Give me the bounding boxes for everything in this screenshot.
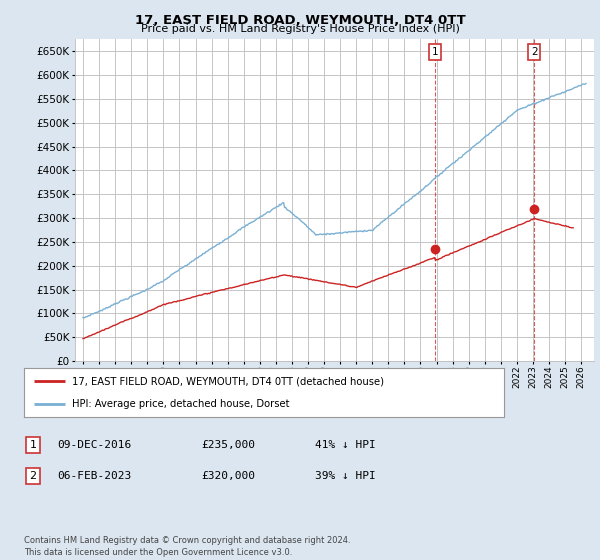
Text: 2: 2 (531, 47, 538, 57)
Text: 1: 1 (432, 47, 439, 57)
Text: £235,000: £235,000 (201, 440, 255, 450)
Text: HPI: Average price, detached house, Dorset: HPI: Average price, detached house, Dors… (72, 399, 290, 409)
Text: 09-DEC-2016: 09-DEC-2016 (57, 440, 131, 450)
Text: 1: 1 (29, 440, 37, 450)
Text: 06-FEB-2023: 06-FEB-2023 (57, 471, 131, 481)
Text: 17, EAST FIELD ROAD, WEYMOUTH, DT4 0TT (detached house): 17, EAST FIELD ROAD, WEYMOUTH, DT4 0TT (… (72, 376, 384, 386)
Text: Price paid vs. HM Land Registry's House Price Index (HPI): Price paid vs. HM Land Registry's House … (140, 24, 460, 34)
Text: 41% ↓ HPI: 41% ↓ HPI (315, 440, 376, 450)
Text: 2: 2 (29, 471, 37, 481)
Text: 39% ↓ HPI: 39% ↓ HPI (315, 471, 376, 481)
Text: £320,000: £320,000 (201, 471, 255, 481)
Text: Contains HM Land Registry data © Crown copyright and database right 2024.
This d: Contains HM Land Registry data © Crown c… (24, 536, 350, 557)
Text: 17, EAST FIELD ROAD, WEYMOUTH, DT4 0TT: 17, EAST FIELD ROAD, WEYMOUTH, DT4 0TT (134, 14, 466, 27)
